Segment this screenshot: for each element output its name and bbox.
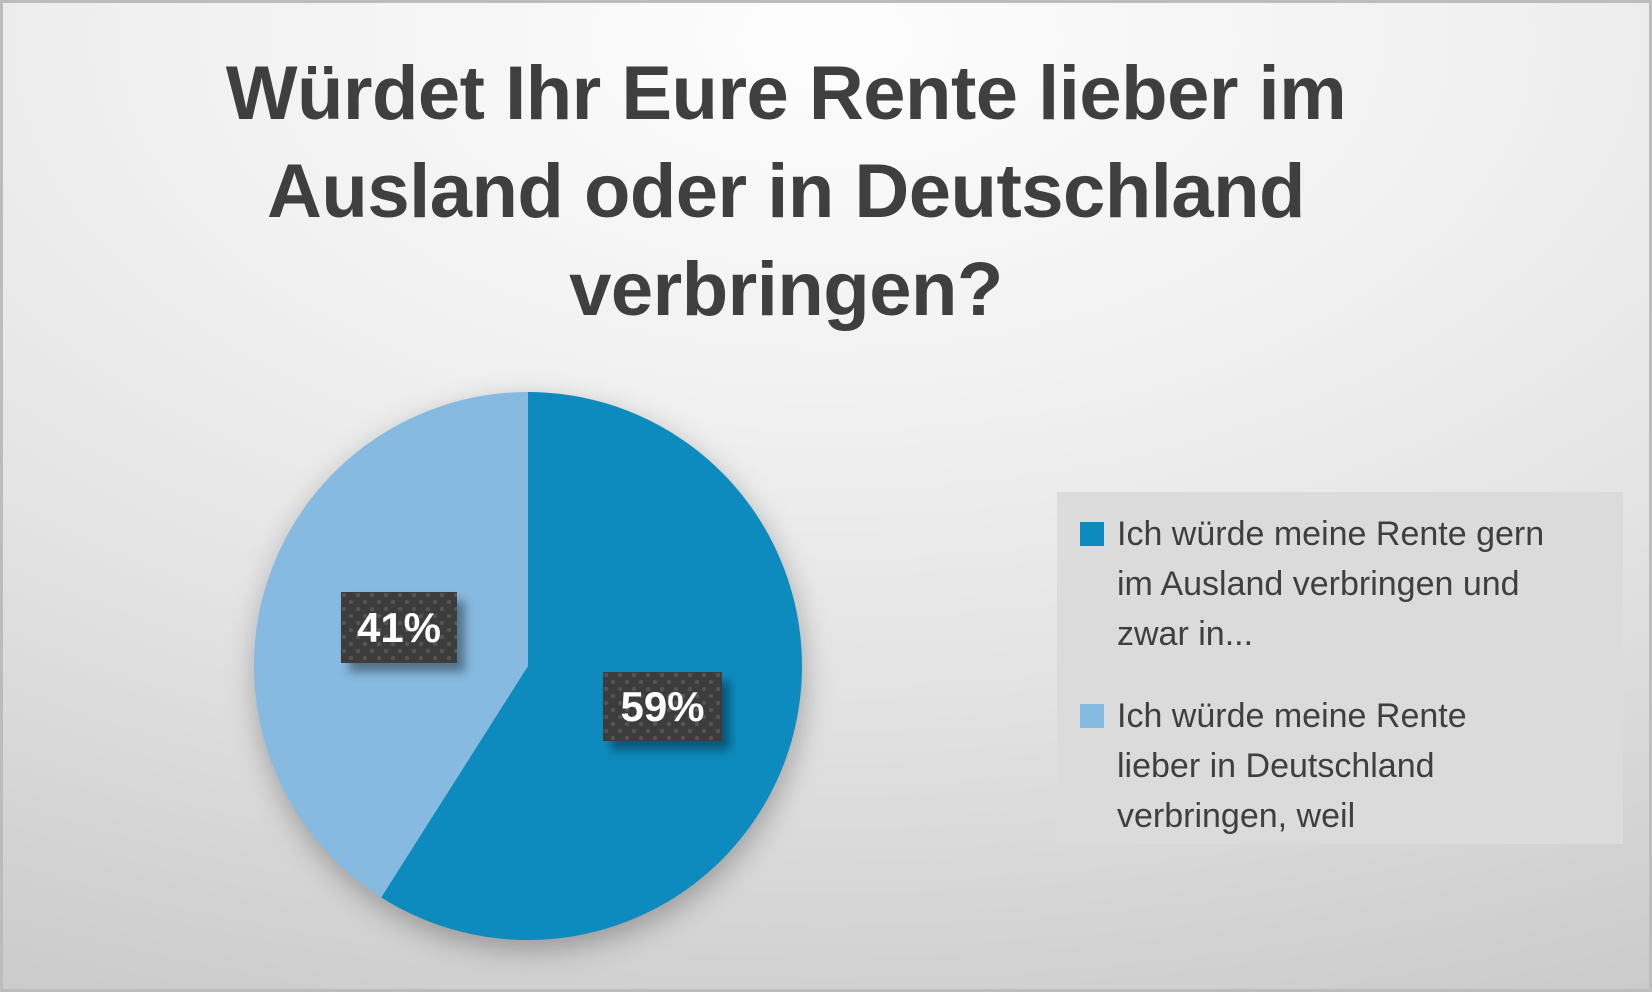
legend-swatch-icon	[1080, 704, 1104, 728]
legend-item-label: Ich würde meine Rente lieber in Deutschl…	[1117, 691, 1467, 841]
legend-label-line: lieber in Deutschland	[1117, 747, 1435, 785]
legend-label-line: zwar in...	[1117, 615, 1254, 653]
data-label-text: 41%	[356, 603, 442, 651]
chart-title: Würdet Ihr Eure Rente lieber im Ausland …	[0, 45, 1572, 339]
legend-item-ausland: Ich würde meine Rente gern im Ausland ve…	[1080, 509, 1605, 659]
data-label-59-percent: 59%	[603, 672, 722, 741]
legend-label-line: verbringen, weil	[1117, 797, 1356, 835]
legend-item-deutschland: Ich würde meine Rente lieber in Deutschl…	[1080, 691, 1605, 841]
legend-label-line: im Ausland verbringen und	[1117, 565, 1520, 603]
legend-label-line: Ich würde meine Rente gern	[1117, 515, 1545, 553]
chart-title-line: Ausland oder in Deutschland	[267, 149, 1305, 234]
chart-title-line: verbringen?	[569, 247, 1003, 332]
data-label-41-percent: 41%	[341, 592, 457, 663]
chart-title-line: Würdet Ihr Eure Rente lieber im	[225, 51, 1347, 136]
legend-item-label: Ich würde meine Rente gern im Ausland ve…	[1117, 509, 1544, 659]
data-label-text: 59%	[620, 682, 705, 730]
legend-swatch-icon	[1080, 522, 1104, 546]
pie-chart	[253, 392, 802, 940]
legend-label-line: Ich würde meine Rente	[1117, 697, 1467, 735]
pie-slice-59-percent	[381, 392, 802, 940]
legend-panel: Ich würde meine Rente gern im Ausland ve…	[1057, 492, 1623, 844]
